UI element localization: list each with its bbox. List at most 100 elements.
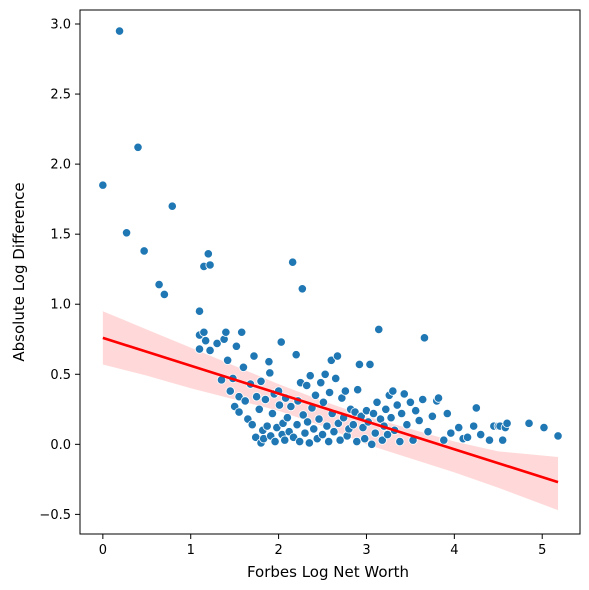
data-point	[360, 434, 370, 444]
data-point	[418, 394, 428, 405]
data-point	[502, 418, 512, 428]
data-point	[397, 408, 407, 419]
data-point	[317, 429, 328, 440]
data-point	[223, 355, 233, 365]
data-point	[288, 257, 298, 267]
y-axis-label: Absolute Log Difference	[10, 182, 28, 361]
data-point	[320, 369, 330, 379]
data-point	[454, 422, 464, 433]
data-point	[388, 386, 398, 396]
data-point	[332, 351, 343, 361]
y-tick-label: 1.0	[50, 298, 71, 313]
data-point	[414, 415, 424, 426]
data-point	[194, 344, 205, 354]
y-tick-label: 0.0	[50, 438, 71, 453]
data-point	[225, 386, 235, 396]
data-point	[539, 422, 549, 433]
data-point	[381, 404, 391, 414]
data-point	[411, 406, 421, 416]
data-point	[282, 413, 292, 423]
data-point	[205, 345, 215, 356]
data-point	[292, 420, 302, 430]
data-point	[231, 341, 242, 351]
y-tick-label: 3.0	[50, 18, 71, 33]
data-point	[121, 228, 132, 238]
plot-area	[79, 9, 581, 535]
data-point	[446, 428, 456, 438]
data-point	[267, 408, 278, 419]
x-tick-label: 1	[187, 543, 195, 558]
data-point	[291, 350, 301, 360]
data-point	[340, 386, 350, 396]
data-point	[386, 413, 396, 423]
data-point	[286, 401, 296, 412]
data-point	[304, 438, 314, 448]
y-tick-label: −0.5	[39, 508, 71, 523]
data-point	[419, 333, 430, 343]
data-point	[203, 249, 213, 259]
data-point	[331, 373, 341, 384]
data-point	[358, 422, 368, 433]
data-point	[333, 418, 343, 428]
data-point	[276, 337, 286, 347]
data-point	[433, 393, 444, 403]
data-point	[249, 351, 259, 361]
data-point	[439, 435, 449, 445]
data-point	[335, 435, 345, 445]
data-point	[368, 408, 379, 419]
data-point	[427, 411, 437, 421]
data-point	[212, 338, 222, 349]
data-point	[423, 427, 433, 437]
data-point	[133, 142, 143, 152]
y-tick-label: 2.0	[50, 158, 71, 173]
data-point	[270, 436, 280, 447]
data-point	[201, 336, 211, 346]
y-tick-label: 2.5	[50, 88, 71, 103]
y-tick-label: 0.5	[50, 368, 71, 383]
data-point	[154, 280, 164, 290]
data-point	[367, 439, 377, 449]
data-point	[402, 420, 412, 430]
x-tick-label: 5	[538, 543, 546, 558]
data-point	[324, 436, 334, 447]
data-point	[353, 385, 363, 395]
data-point	[247, 420, 257, 430]
data-point	[524, 418, 534, 428]
data-point	[205, 260, 215, 270]
regression-line	[102, 336, 559, 484]
data-point	[98, 180, 108, 190]
data-point	[199, 327, 209, 337]
data-point	[374, 324, 384, 335]
data-point	[484, 435, 495, 445]
data-point	[298, 410, 308, 420]
data-point	[395, 436, 405, 447]
data-point	[442, 408, 452, 419]
data-point	[469, 421, 479, 431]
data-point	[310, 390, 321, 400]
data-point	[264, 357, 274, 367]
data-point	[462, 432, 473, 442]
data-point	[352, 436, 362, 447]
data-point	[324, 387, 335, 398]
data-point	[372, 397, 382, 407]
axes-background	[80, 10, 580, 534]
y-axis-ticks: −0.5 0.0 0.5 1.0 1.5 2.0 2.5 3.0	[39, 18, 80, 523]
data-point	[377, 435, 387, 445]
data-point	[260, 394, 271, 405]
data-point	[194, 306, 205, 316]
data-point	[476, 429, 486, 440]
data-point	[354, 359, 365, 370]
data-point	[159, 289, 169, 300]
data-point	[280, 435, 290, 445]
data-point	[553, 431, 563, 441]
axes-frame	[79, 9, 581, 535]
data-point	[167, 201, 177, 211]
data-point	[237, 327, 247, 337]
data-point	[265, 368, 275, 378]
data-point	[300, 428, 310, 438]
data-point	[221, 327, 231, 337]
data-point	[318, 397, 329, 407]
data-point	[305, 371, 315, 381]
data-point	[302, 380, 312, 391]
